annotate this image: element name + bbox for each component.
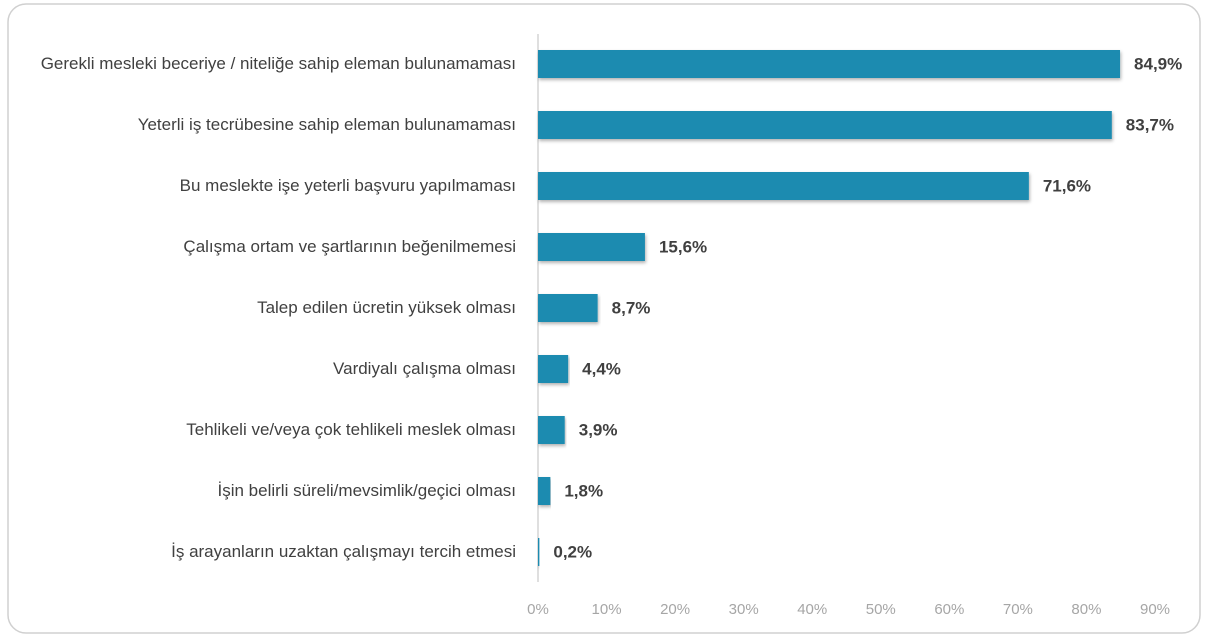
category-label: Gerekli mesleki beceriye / niteliğe sahi… bbox=[40, 34, 516, 94]
bar bbox=[538, 233, 645, 261]
value-label: 84,9% bbox=[1134, 54, 1182, 73]
category-text: Çalışma ortam ve şartlarının beğenilmeme… bbox=[183, 237, 516, 256]
category-label: Vardiyalı çalışma olması bbox=[40, 339, 516, 399]
value-label: 4,4% bbox=[582, 359, 621, 378]
category-text: Vardiyalı çalışma olması bbox=[333, 359, 516, 378]
x-tick-label: 40% bbox=[797, 601, 827, 618]
x-tick-label: 50% bbox=[866, 601, 896, 618]
category-text: Gerekli mesleki beceriye / niteliğe sahi… bbox=[40, 54, 516, 73]
category-text: İşin belirli süreli/mevsimlik/geçici olm… bbox=[217, 481, 516, 500]
category-label: İş arayanların uzaktan çalışmayı tercih … bbox=[40, 522, 516, 582]
bar bbox=[538, 416, 565, 444]
x-tick-label: 10% bbox=[592, 601, 622, 618]
x-tick-label: 90% bbox=[1140, 601, 1170, 618]
value-label: 3,9% bbox=[579, 420, 618, 439]
category-label: Talep edilen ücretin yüksek olması bbox=[40, 278, 516, 338]
bar bbox=[538, 50, 1121, 78]
bar bbox=[538, 111, 1112, 139]
value-label: 83,7% bbox=[1126, 115, 1174, 134]
x-tick-label: 60% bbox=[934, 601, 964, 618]
x-tick-label: 80% bbox=[1071, 601, 1101, 618]
category-text: Tehlikeli ve/veya çok tehlikeli meslek o… bbox=[186, 420, 516, 439]
x-tick-label: 0% bbox=[527, 601, 549, 618]
category-label: Çalışma ortam ve şartlarının beğenilmeme… bbox=[40, 217, 516, 277]
chart-border bbox=[7, 3, 1201, 634]
category-label: Yeterli iş tecrübesine sahip eleman bulu… bbox=[40, 95, 516, 155]
value-label: 15,6% bbox=[659, 237, 707, 256]
x-tick-label: 30% bbox=[729, 601, 759, 618]
bar bbox=[538, 172, 1029, 200]
bar bbox=[538, 538, 540, 566]
value-label: 1,8% bbox=[564, 481, 603, 500]
value-label: 8,7% bbox=[612, 298, 651, 317]
category-text: İş arayanların uzaktan çalışmayı tercih … bbox=[171, 542, 516, 561]
bar bbox=[538, 294, 598, 322]
category-text: Yeterli iş tecrübesine sahip eleman bulu… bbox=[137, 115, 516, 134]
category-label: Tehlikeli ve/veya çok tehlikeli meslek o… bbox=[40, 400, 516, 460]
value-label: 0,2% bbox=[553, 542, 592, 561]
category-label: Bu meslekte işe yeterli başvuru yapılmam… bbox=[40, 156, 516, 216]
bar bbox=[538, 355, 569, 383]
bar bbox=[538, 477, 551, 505]
value-label: 71,6% bbox=[1043, 176, 1091, 195]
x-tick-label: 70% bbox=[1003, 601, 1033, 618]
category-text: Bu meslekte işe yeterli başvuru yapılmam… bbox=[179, 176, 516, 195]
category-text: Talep edilen ücretin yüksek olması bbox=[257, 298, 516, 317]
category-label: İşin belirli süreli/mevsimlik/geçici olm… bbox=[40, 461, 516, 521]
x-tick-label: 20% bbox=[660, 601, 690, 618]
